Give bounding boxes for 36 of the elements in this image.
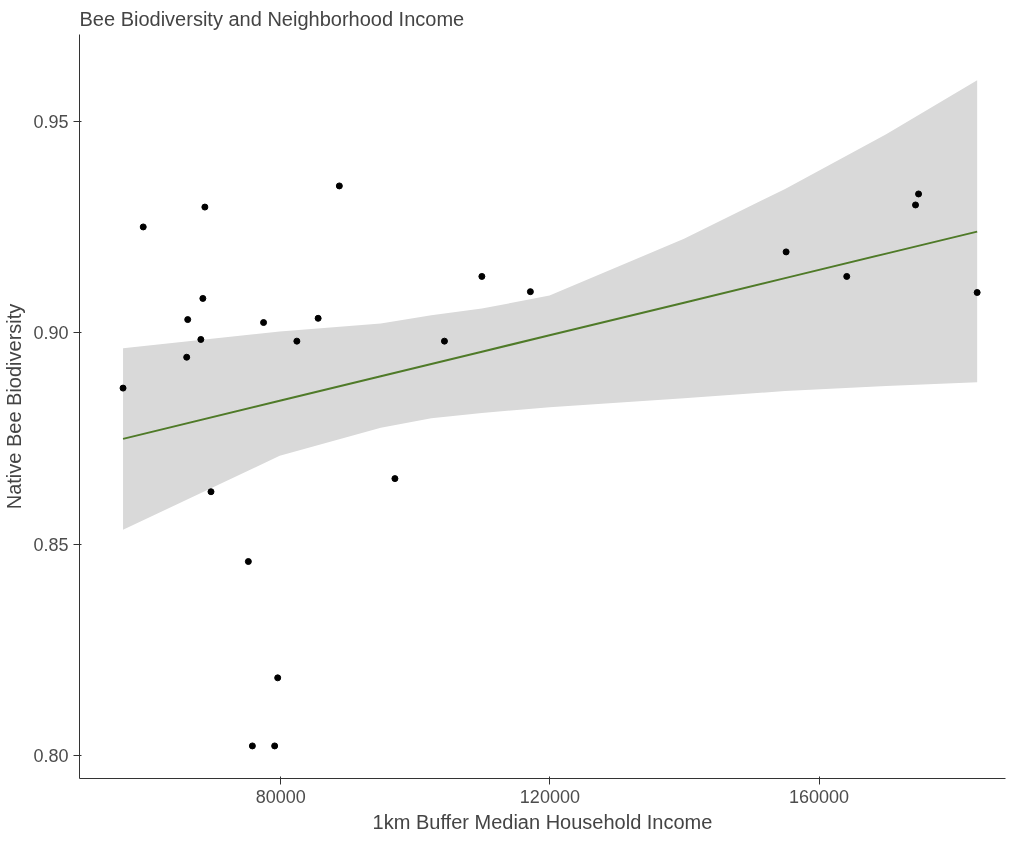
line-series bbox=[122, 230, 979, 440]
point bbox=[183, 353, 191, 361]
x-tick-label: 160000 bbox=[789, 786, 850, 807]
y-tick-label: 0.80 bbox=[33, 746, 69, 767]
point bbox=[199, 294, 207, 302]
point bbox=[119, 384, 127, 392]
x-tick-label: 80000 bbox=[255, 786, 306, 807]
point bbox=[440, 337, 448, 345]
point bbox=[391, 475, 399, 483]
point bbox=[293, 337, 301, 345]
point bbox=[248, 742, 256, 750]
point bbox=[271, 742, 279, 750]
point bbox=[912, 201, 920, 209]
point bbox=[915, 190, 923, 198]
x-tick-label: 120000 bbox=[519, 786, 580, 807]
point bbox=[201, 203, 209, 211]
point bbox=[314, 314, 322, 322]
point bbox=[244, 558, 252, 566]
point bbox=[260, 319, 268, 327]
point bbox=[184, 316, 192, 324]
point bbox=[139, 223, 147, 231]
chart-title: Bee Biodiversity and Neighborhood Income bbox=[79, 7, 465, 30]
point bbox=[478, 272, 486, 280]
x-axis-title: 1km Buffer Median Household Income bbox=[372, 810, 713, 833]
y-tick-label: 0.95 bbox=[33, 111, 69, 132]
y-tick-label: 0.85 bbox=[33, 534, 69, 555]
point bbox=[782, 248, 790, 256]
point bbox=[207, 488, 215, 496]
point bbox=[526, 288, 534, 296]
y-axis-title: Native Bee Biodiversity bbox=[3, 303, 26, 510]
point bbox=[197, 335, 205, 343]
point bbox=[843, 272, 851, 280]
point bbox=[274, 674, 282, 682]
point bbox=[973, 289, 981, 296]
y-tick-label: 0.90 bbox=[33, 323, 69, 344]
point bbox=[335, 182, 343, 190]
